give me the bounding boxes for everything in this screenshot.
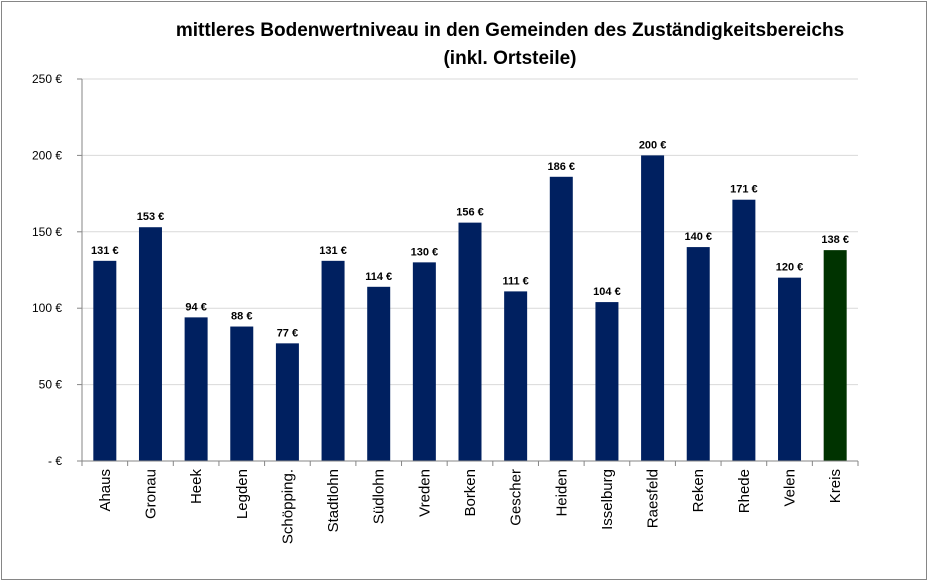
x-tick-label: Raesfeld bbox=[645, 469, 662, 528]
data-label: 94 € bbox=[185, 301, 206, 313]
data-label: 77 € bbox=[277, 327, 298, 339]
y-tick-label: 100 € bbox=[32, 301, 62, 315]
data-label: 88 € bbox=[231, 311, 252, 323]
bar bbox=[504, 291, 528, 461]
bars bbox=[93, 155, 847, 462]
y-tick-label: 150 € bbox=[32, 225, 62, 239]
data-label: 131 € bbox=[91, 245, 119, 257]
data-label: 153 € bbox=[137, 211, 165, 223]
data-label: 186 € bbox=[548, 161, 576, 173]
data-label: 138 € bbox=[821, 234, 849, 246]
x-tick-label: Legden bbox=[234, 469, 251, 519]
y-tick-label: 200 € bbox=[32, 148, 62, 162]
x-tick-label: Reken bbox=[690, 469, 707, 512]
x-tick-label: Heiden bbox=[553, 469, 570, 517]
data-labels: 131 € 153 € 94 € 88 € 77 € 131 € 114 € 130 € 156… bbox=[91, 139, 849, 339]
bar bbox=[732, 199, 756, 461]
data-label: 114 € bbox=[365, 271, 392, 283]
bar bbox=[93, 260, 117, 461]
bar bbox=[778, 277, 802, 461]
x-tick-label: Borken bbox=[462, 469, 479, 517]
y-axis: - € 50 € 100 € 150 € 200 € 250 € bbox=[32, 72, 83, 468]
x-tick-label: Velen bbox=[782, 469, 799, 507]
data-label: 104 € bbox=[593, 286, 621, 298]
chart-title: mittleres Bodenwertniveau in den Gemeind… bbox=[175, 20, 845, 41]
data-label: 140 € bbox=[684, 231, 712, 243]
y-tick-label: 50 € bbox=[39, 378, 63, 392]
data-label: 120 € bbox=[776, 262, 804, 274]
x-tick-label: Isselburg bbox=[599, 469, 616, 530]
bar bbox=[458, 222, 482, 461]
bar bbox=[184, 317, 208, 461]
x-tick-label: Gronau bbox=[142, 469, 159, 519]
bar bbox=[275, 343, 299, 461]
x-tick-label: Rhede bbox=[736, 469, 753, 513]
x-tick-label: Vreden bbox=[416, 469, 433, 517]
data-label: 156 € bbox=[456, 207, 484, 219]
x-tick-label: Gescher bbox=[508, 469, 525, 526]
bar bbox=[641, 155, 665, 461]
x-tick-label: Heek bbox=[188, 469, 205, 505]
bar bbox=[367, 286, 391, 461]
bar bbox=[686, 247, 710, 461]
bar bbox=[412, 262, 436, 461]
x-tick-label: Schöpping. bbox=[279, 469, 296, 544]
bar bbox=[595, 302, 619, 461]
x-tick-label: Südlohn bbox=[371, 469, 388, 524]
chart-subtitle: (inkl. Ortsteile) bbox=[443, 48, 577, 69]
x-tick-label: Stadtlohn bbox=[325, 469, 342, 532]
bar bbox=[230, 326, 254, 461]
data-label: 131 € bbox=[319, 245, 347, 257]
y-tick-label: 250 € bbox=[32, 72, 62, 86]
data-label: 130 € bbox=[411, 246, 439, 258]
data-label: 171 € bbox=[730, 184, 758, 196]
bar bbox=[321, 260, 345, 461]
data-label: 200 € bbox=[639, 139, 667, 151]
bar bbox=[823, 250, 847, 461]
bar bbox=[549, 176, 573, 462]
x-tick-label: Ahaus bbox=[97, 469, 114, 512]
data-label: 111 € bbox=[502, 275, 528, 287]
x-axis: Ahaus Gronau Heek Legden Schöpping. Stadtlohn… bbox=[81, 460, 859, 544]
bar bbox=[138, 227, 162, 461]
y-tick-label: - € bbox=[48, 454, 62, 468]
x-tick-label: Kreis bbox=[827, 469, 844, 503]
